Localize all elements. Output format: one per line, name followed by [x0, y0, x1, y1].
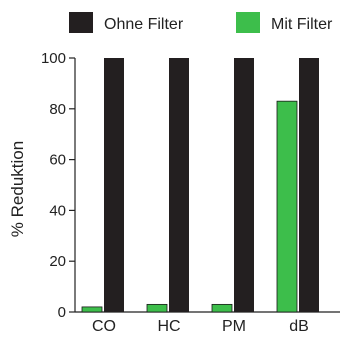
x-axis: CO HC PM dB: [75, 311, 340, 335]
x-tick-label: dB: [289, 318, 309, 333]
bar: [104, 58, 124, 312]
y-tick-label: 20: [49, 253, 66, 270]
y-axis: 0 20 40 60 80 100: [41, 50, 76, 321]
bar: [211, 303, 233, 313]
legend-label: Ohne Filter: [104, 16, 184, 33]
bar: [276, 100, 298, 313]
bar: [146, 303, 168, 313]
bar: [169, 58, 189, 312]
y-axis-label: % Reduktion: [8, 141, 27, 237]
legend-swatch: [69, 12, 93, 33]
y-tick-label: 80: [49, 101, 66, 118]
legend-item: Mit Filter: [236, 12, 333, 33]
bar: [81, 306, 103, 313]
y-tick-label: 100: [41, 50, 66, 67]
x-tick-label: PM: [222, 318, 246, 333]
bars: [81, 58, 319, 313]
bar: [299, 58, 319, 312]
legend-label: Mit Filter: [271, 16, 333, 33]
x-tick-label: CO: [92, 318, 116, 333]
legend-item: Ohne Filter: [69, 12, 184, 33]
y-tick-label: 0: [58, 304, 66, 321]
x-tick-label: HC: [157, 318, 180, 333]
legend: Ohne Filter Mit Filter: [69, 12, 333, 33]
y-tick-label: 40: [49, 202, 66, 219]
legend-swatch: [236, 12, 260, 33]
y-tick-label: 60: [49, 152, 66, 169]
bar: [234, 58, 254, 312]
